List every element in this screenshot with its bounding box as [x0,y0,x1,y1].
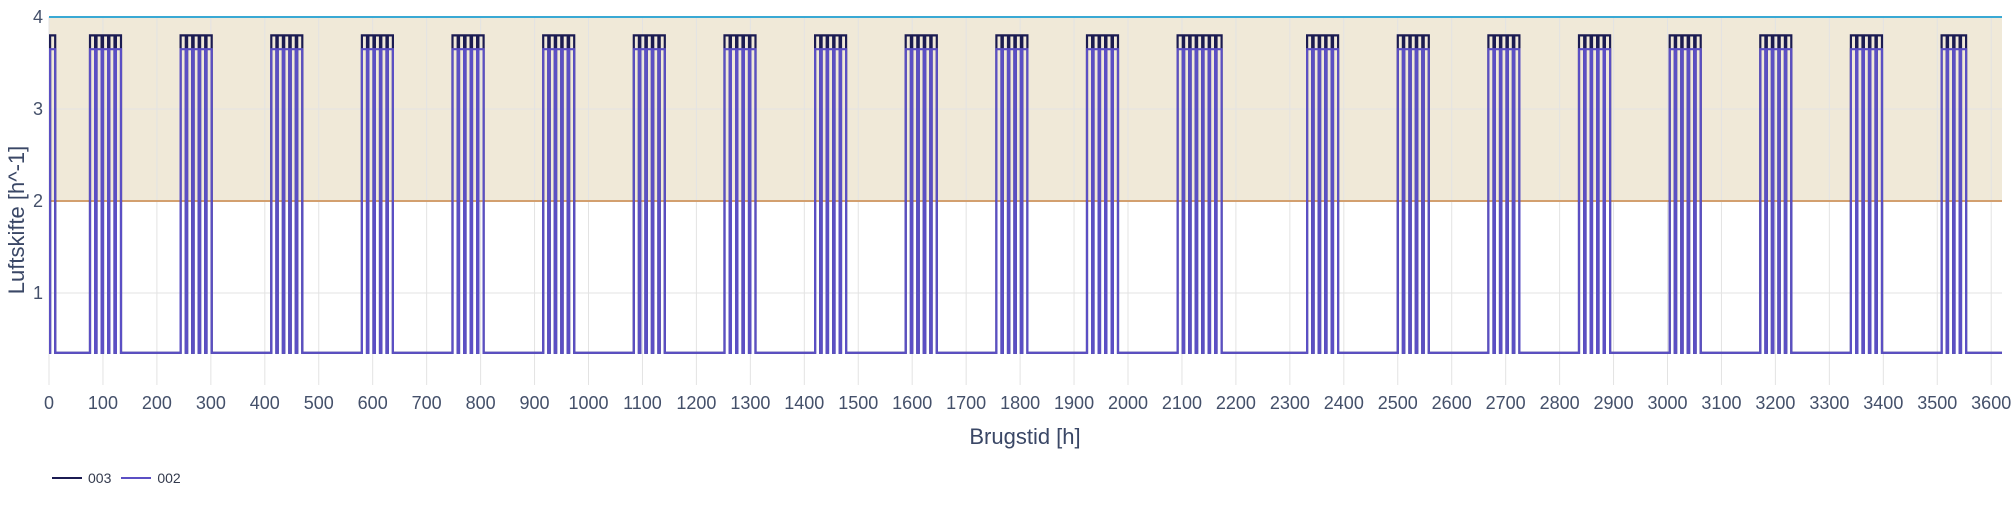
x-tick-label: 3600 [1971,393,2011,413]
x-tick-label: 400 [250,393,280,413]
x-axis-title: Brugstid [h] [969,424,1080,449]
x-tick-label: 3500 [1917,393,1957,413]
x-tick-label: 900 [520,393,550,413]
x-tick-label: 2900 [1594,393,1634,413]
x-tick-label: 800 [466,393,496,413]
x-tick-label: 2800 [1540,393,1580,413]
x-tick-label: 1700 [946,393,986,413]
x-tick-label: 1900 [1054,393,1094,413]
series-lines [49,34,2002,354]
x-tick-label: 0 [44,393,54,413]
x-tick-label: 1100 [623,393,662,413]
x-tick-label: 2300 [1270,393,1310,413]
x-tick-label: 500 [304,393,334,413]
x-tick-label: 1500 [838,393,878,413]
x-tick-label: 200 [142,393,172,413]
x-tick-label: 2000 [1108,393,1148,413]
x-tick-label: 2200 [1216,393,1256,413]
x-tick-label: 3400 [1863,393,1903,413]
legend-label-003: 003 [88,470,112,486]
y-tick-label: 2 [33,191,43,211]
x-tick-label: 3300 [1809,393,1849,413]
y-axis-ticks: 1 2 3 4 [33,7,43,303]
y-tick-label: 3 [33,99,43,119]
x-tick-label: 2500 [1378,393,1418,413]
legend: 003 002 [52,470,181,486]
x-tick-label: 3100 [1701,393,1741,413]
x-tick-label: 2100 [1162,393,1202,413]
x-tick-label: 1600 [892,393,932,413]
series-line-002 [49,48,2002,354]
legend-item-002[interactable]: 002 [121,470,181,486]
y-tick-label: 4 [33,7,43,27]
x-tick-label: 300 [196,393,226,413]
x-axis-ticks: 0 100 200 300 400 500 600 700 800 900 1000 1100 1200… [44,393,2011,413]
x-tick-label: 600 [358,393,388,413]
legend-item-003[interactable]: 003 [52,470,111,486]
x-tick-label: 1800 [1000,393,1040,413]
x-tick-label: 100 [88,393,118,413]
x-tick-label: 3000 [1647,393,1687,413]
x-tick-label: 1400 [784,393,824,413]
y-axis-title: Luftskifte [h^-1] [4,146,29,295]
x-tick-label: 1300 [730,393,770,413]
x-tick-label: 3200 [1755,393,1795,413]
x-tick-label: 2700 [1486,393,1526,413]
legend-swatch-002 [121,477,152,479]
y-tick-label: 1 [33,283,43,303]
x-tick-label: 1200 [676,393,716,413]
x-tick-label: 2600 [1432,393,1472,413]
legend-swatch-003 [52,477,82,479]
x-tick-label: 700 [412,393,442,413]
x-tick-label: 2400 [1324,393,1364,413]
x-tick-label: 1000 [568,393,608,413]
legend-label-002: 002 [157,470,181,486]
